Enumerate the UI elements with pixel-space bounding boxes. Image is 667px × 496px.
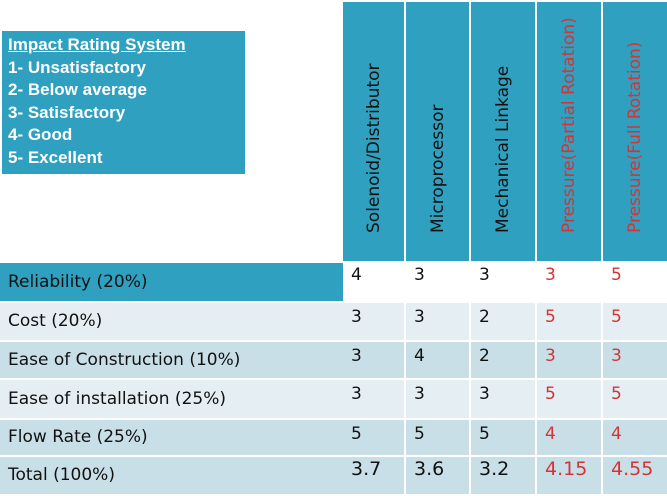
table-cell: 3 bbox=[471, 380, 535, 418]
table-cell: 3 bbox=[406, 263, 469, 301]
column-header-label: Mechanical Linkage bbox=[493, 65, 513, 233]
table-cell: 5 bbox=[406, 420, 469, 455]
table-cell: 4 bbox=[406, 342, 469, 378]
column-header: Pressure(Partial Rotation) bbox=[537, 2, 601, 261]
column-header: Mechanical Linkage bbox=[471, 2, 535, 261]
table-cell: 5 bbox=[343, 420, 404, 455]
table-cell: 3 bbox=[343, 303, 404, 340]
column-header-label: Solenoid/Distributor bbox=[363, 63, 384, 233]
impact-rating-legend: Impact Rating System 1- Unsatisfactory 2… bbox=[2, 31, 245, 174]
table-cell: 5 bbox=[537, 303, 601, 340]
table-cell: 4.15 bbox=[537, 457, 601, 494]
column-header-label: Microprocessor bbox=[427, 104, 448, 233]
table-cell: 3 bbox=[537, 342, 601, 378]
table-cell: 3 bbox=[406, 303, 469, 340]
table-cell: 2 bbox=[471, 342, 535, 378]
table-cell: 4.55 bbox=[603, 457, 667, 494]
legend-item: 3- Satisfactory bbox=[8, 102, 126, 122]
column-header: Solenoid/Distributor bbox=[343, 2, 404, 261]
table-cell: 3.6 bbox=[406, 457, 469, 494]
table-cell: 3 bbox=[343, 380, 404, 418]
table-cell: 3 bbox=[343, 342, 404, 378]
legend-item: 4- Good bbox=[8, 125, 73, 144]
table-cell: 4 bbox=[603, 420, 667, 455]
row-label: Cost (20%) bbox=[0, 303, 343, 340]
legend-item: 2- Below average bbox=[8, 80, 147, 99]
column-header-label: Pressure(Partial Rotation) bbox=[559, 17, 579, 233]
table-cell: 4 bbox=[537, 420, 601, 455]
row-label: Flow Rate (25%) bbox=[0, 420, 343, 455]
table-cell: 4 bbox=[343, 263, 404, 301]
row-label: Reliability (20%) bbox=[0, 263, 343, 301]
row-label: Ease of Construction (10%) bbox=[0, 342, 343, 378]
legend-item: 5- Excellent bbox=[8, 147, 103, 167]
row-label: Ease of installation (25%) bbox=[0, 380, 343, 418]
row-label: Total (100%) bbox=[0, 457, 343, 494]
table-cell: 5 bbox=[603, 380, 667, 418]
table-cell: 3 bbox=[603, 342, 667, 378]
legend-title: Impact Rating System bbox=[8, 35, 186, 54]
column-header-label: Pressure(Full Rotation) bbox=[625, 41, 645, 233]
column-header: Pressure(Full Rotation) bbox=[603, 2, 667, 261]
table-cell: 3.7 bbox=[343, 457, 404, 494]
table-cell: 5 bbox=[537, 380, 601, 418]
table-cell: 3 bbox=[406, 380, 469, 418]
table-cell: 5 bbox=[471, 420, 535, 455]
legend-item: 1- Unsatisfactory bbox=[8, 57, 146, 77]
table-cell: 3 bbox=[471, 263, 535, 301]
table-cell: 5 bbox=[603, 303, 667, 340]
table-cell: 3 bbox=[537, 263, 601, 301]
table-cell: 2 bbox=[471, 303, 535, 340]
column-header: Microprocessor bbox=[406, 2, 469, 261]
table-cell: 3.2 bbox=[471, 457, 535, 494]
table-cell: 5 bbox=[603, 263, 667, 301]
